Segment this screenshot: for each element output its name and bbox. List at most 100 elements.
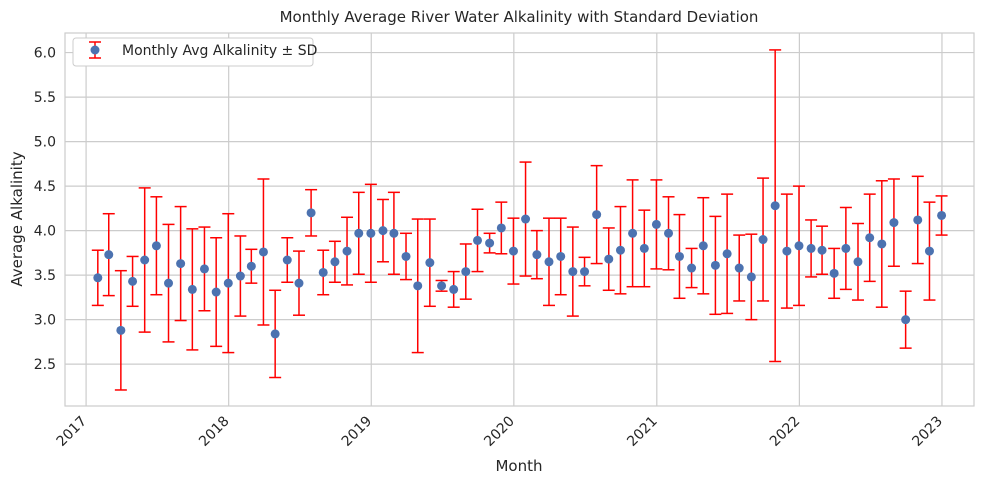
data-point [378, 226, 388, 236]
y-tick-label: 2.5 [34, 357, 56, 373]
data-point [580, 267, 590, 277]
legend-errorbar-icon [89, 41, 101, 59]
data-point [425, 258, 435, 268]
data-point [116, 325, 126, 335]
data-point [651, 219, 661, 229]
data-point [639, 243, 649, 253]
x-tick-label: 2020 [481, 413, 518, 450]
data-point [913, 215, 923, 225]
data-point [615, 245, 625, 255]
data-point [389, 228, 399, 238]
data-point [734, 263, 744, 273]
data-point [556, 251, 566, 261]
data-point [294, 278, 304, 288]
data-point [246, 261, 256, 271]
y-tick-label: 3.5 [34, 268, 56, 284]
data-point [330, 257, 340, 267]
data-point [164, 278, 174, 288]
data-point [270, 329, 280, 339]
data-point [937, 210, 947, 220]
y-tick-label: 6.0 [34, 46, 56, 62]
data-point [187, 284, 197, 294]
data-point [176, 259, 186, 269]
data-point [521, 214, 531, 224]
x-tick-label: 2019 [339, 413, 376, 450]
y-tick-label: 3.0 [34, 313, 56, 329]
data-point [865, 233, 875, 243]
marker-layer [93, 201, 947, 339]
x-tick-label: 2018 [196, 413, 233, 450]
y-tick-labels: 2.5 3.0 3.5 4.0 4.5 5.0 5.5 6.0 [34, 46, 56, 374]
plot-area-frame [64, 32, 975, 407]
data-point [235, 271, 245, 281]
data-point [770, 201, 780, 211]
data-point [496, 223, 506, 233]
data-point [342, 246, 352, 256]
data-point [817, 245, 827, 255]
x-tick-label: 2017 [54, 413, 91, 450]
data-point [223, 278, 233, 288]
data-point [924, 246, 934, 256]
x-tick-label: 2021 [624, 413, 661, 450]
data-point [437, 281, 447, 291]
data-point [473, 235, 483, 245]
y-tick-label: 5.0 [34, 135, 56, 151]
chart-title: Monthly Average River Water Alkalinity w… [280, 8, 759, 26]
data-point [485, 238, 495, 248]
x-tick-label: 2022 [767, 413, 804, 450]
data-point [664, 228, 674, 238]
data-point [829, 268, 839, 278]
y-tick-label: 4.0 [34, 224, 56, 240]
x-axis-title: Month [495, 457, 542, 475]
data-point [782, 246, 792, 256]
y-tick-label: 5.5 [34, 90, 56, 106]
data-point [901, 315, 911, 325]
data-point [306, 208, 316, 218]
data-point [354, 228, 364, 238]
data-point [151, 241, 161, 251]
data-point [722, 249, 732, 259]
data-point [877, 239, 887, 249]
legend-label: Monthly Avg Alkalinity ± SD [122, 43, 317, 59]
data-point [401, 251, 411, 261]
data-point [318, 267, 328, 277]
legend-box [72, 37, 314, 67]
y-axis-title: Average Alkalinity [8, 151, 26, 286]
errorbar-layer [91, 49, 948, 391]
y-tick-label: 4.5 [34, 179, 56, 195]
data-point [532, 250, 542, 260]
data-point [199, 264, 209, 274]
data-point [258, 247, 268, 257]
data-point [544, 257, 554, 267]
data-point [674, 251, 684, 261]
data-point [93, 273, 103, 283]
data-point [366, 228, 376, 238]
grid-layer [65, 33, 974, 406]
data-point [449, 284, 459, 294]
data-point [104, 250, 114, 260]
data-point [128, 276, 138, 286]
data-point [461, 267, 471, 277]
data-point [758, 235, 768, 245]
data-point [568, 267, 578, 277]
data-point [604, 254, 614, 264]
data-point [687, 263, 697, 273]
x-tick-labels: 2017 2018 2019 2020 2021 2022 2023 [54, 413, 946, 450]
data-point [508, 246, 518, 256]
data-point [592, 210, 602, 220]
legend: Monthly Avg Alkalinity ± SD [72, 37, 317, 67]
data-point [282, 255, 292, 265]
data-point [698, 241, 708, 251]
data-point [140, 255, 150, 265]
data-point [628, 228, 638, 238]
data-point [794, 241, 804, 251]
data-point [841, 243, 851, 253]
data-point [413, 281, 423, 291]
data-point [889, 218, 899, 228]
data-point [806, 243, 816, 253]
data-point [211, 287, 221, 297]
x-tick-label: 2023 [909, 413, 946, 450]
data-point [710, 260, 720, 270]
